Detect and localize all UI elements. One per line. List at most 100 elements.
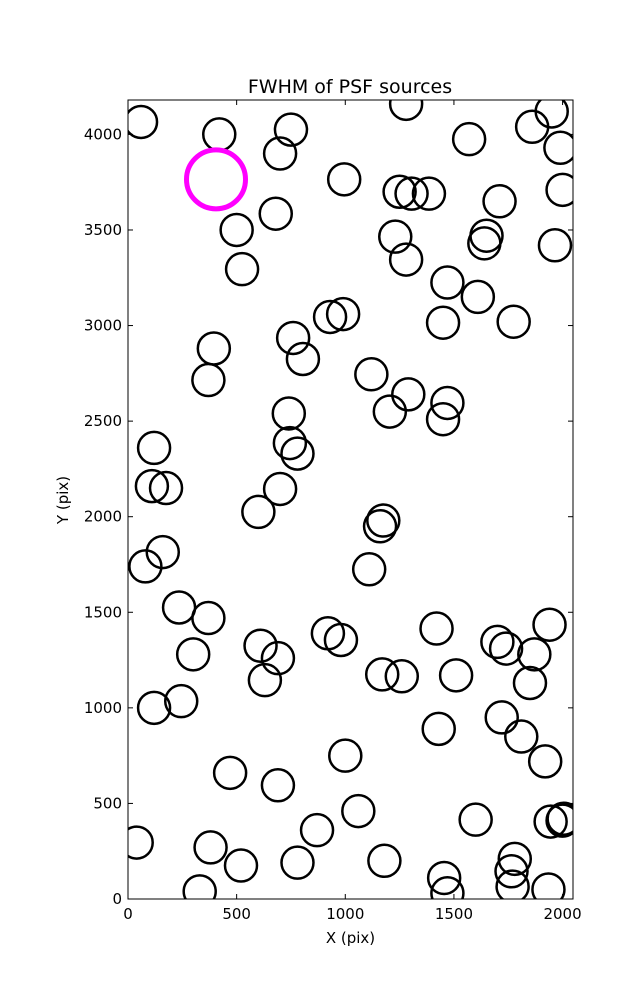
y-tick-label: 1000: [84, 699, 122, 717]
source-marker: [136, 430, 172, 466]
source-marker: [480, 624, 515, 660]
source-marker: [469, 218, 504, 253]
source-marker: [527, 744, 563, 779]
source-marker: [438, 658, 474, 693]
source-marker: [388, 100, 424, 122]
source-marker: [366, 503, 401, 538]
y-tick-label: 2500: [84, 412, 122, 430]
source-marker: [285, 341, 321, 377]
source-marker: [136, 690, 172, 726]
source-marker: [484, 700, 519, 735]
source-marker: [128, 549, 163, 584]
source-marker: [145, 534, 181, 570]
y-tick-label: 1500: [84, 603, 122, 621]
source-marker: [430, 385, 465, 421]
source-marker: [212, 755, 248, 791]
source-marker: [243, 628, 278, 663]
source-marker: [163, 683, 199, 719]
source-marker: [378, 219, 413, 254]
source-marker: [193, 830, 228, 865]
source-marker: [310, 616, 346, 651]
source-marker: [182, 874, 217, 899]
source-marker: [458, 802, 493, 837]
source-marker: [425, 401, 461, 437]
source-marker: [351, 552, 387, 587]
source-marker: [532, 607, 567, 642]
source-marker: [421, 711, 456, 747]
source-marker: [531, 872, 566, 899]
source-marker: [388, 242, 424, 277]
x-tick-label: 1500: [435, 905, 473, 923]
source-marker: [202, 117, 237, 152]
source-marker: [382, 174, 417, 210]
source-marker: [419, 611, 454, 646]
source-marker: [323, 622, 359, 658]
y-tick-label: 4000: [84, 125, 122, 143]
x-tick-label: 2000: [543, 905, 581, 923]
source-marker: [258, 196, 294, 231]
source-marker: [262, 471, 298, 507]
source-marker: [362, 509, 398, 544]
source-marker: [175, 637, 211, 672]
source-marker: [488, 631, 524, 666]
source-marker: [128, 825, 154, 860]
source-marker: [191, 362, 226, 398]
source-marker: [496, 304, 531, 339]
source-marker: [367, 843, 402, 879]
source-marker: [411, 176, 447, 211]
source-marker: [504, 719, 539, 754]
source-marker: [191, 600, 226, 636]
y-axis-label: Y (pix): [54, 476, 72, 525]
source-marker: [543, 130, 573, 166]
plot-frame: [127, 99, 574, 900]
source-marker: [482, 184, 517, 219]
source-marker: [533, 804, 568, 839]
source-marker: [460, 279, 496, 315]
source-marker: [545, 172, 573, 208]
source-marker: [497, 841, 533, 877]
source-marker: [241, 494, 276, 530]
source-marker: [495, 869, 530, 899]
y-axis-ticks: 0 500 1000 1500 2000 2500 3000 3500 4000: [84, 125, 573, 908]
source-marker: [224, 251, 260, 287]
source-marker: [430, 265, 465, 300]
source-marker: [394, 176, 429, 211]
source-marker: [223, 848, 259, 883]
source-marker: [260, 768, 296, 803]
source-marker: [391, 377, 426, 412]
source-marker: [354, 357, 389, 392]
source-marker: [517, 637, 552, 672]
y-tick-label: 3000: [84, 317, 122, 335]
source-marker: [341, 793, 376, 829]
source-marker: [161, 590, 197, 625]
y-tick-label: 500: [93, 794, 122, 812]
source-marker: [196, 331, 232, 366]
source-marker: [219, 212, 254, 248]
source-marker: [384, 659, 420, 694]
source-marker: [299, 812, 335, 848]
chart-title: FWHM of PSF sources: [248, 76, 452, 98]
source-marker: [372, 394, 408, 429]
source-marker: [280, 436, 315, 471]
x-axis-ticks: 0 500 1000 1500 2000: [123, 100, 582, 923]
source-marker: [326, 162, 362, 197]
x-tick-label: 0: [123, 905, 133, 923]
source-marker: [134, 468, 170, 504]
y-tick-label: 3500: [84, 221, 122, 239]
source-marker: [260, 640, 296, 676]
source-marker: [272, 425, 308, 461]
y-tick-label: 2000: [84, 508, 122, 526]
source-marker: [262, 136, 298, 171]
source-marker: [546, 801, 573, 836]
source-marker: [273, 112, 309, 147]
source-marker: [312, 299, 348, 335]
source-marker: [275, 320, 311, 356]
source-marker: [364, 657, 400, 692]
source-marker: [494, 854, 529, 889]
x-tick-label: 1000: [326, 905, 364, 923]
source-marker: [148, 470, 184, 506]
highlighted-source-marker: [184, 147, 249, 212]
source-marker: [514, 109, 550, 145]
x-axis-label: X (pix): [326, 929, 375, 947]
